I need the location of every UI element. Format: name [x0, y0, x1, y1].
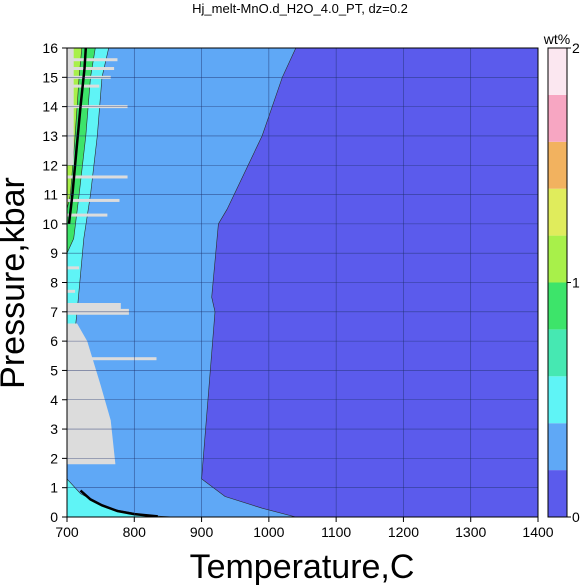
y-tick-label-13: 13: [42, 128, 58, 144]
x-tick-label-6: 1300: [455, 524, 486, 540]
y-tick-label-2: 2: [50, 450, 58, 466]
no-data-streak-6: [67, 198, 120, 202]
x-axis-title: Temperature,C: [190, 548, 415, 586]
colorbar-swatch-2: [548, 376, 567, 424]
y-tick-label-12: 12: [42, 157, 58, 173]
x-tick-label-5: 1200: [388, 524, 419, 540]
colorbar-tick-label-1: 1: [572, 275, 580, 291]
colorbar-swatch-5: [548, 235, 567, 283]
x-axis: 700 800 900 1000 1100 1200 1300 1400: [55, 517, 554, 540]
colorbar-swatch-9: [548, 48, 567, 95]
y-tick-label-3: 3: [50, 421, 58, 437]
no-data-streak-5: [67, 175, 128, 179]
y-tick-label-15: 15: [42, 69, 58, 85]
colorbar: 0 1 2: [547, 40, 580, 525]
colorbar-swatch-8: [548, 94, 567, 142]
y-tick-label-0: 0: [50, 509, 58, 525]
y-tick-label-1: 1: [50, 480, 58, 496]
x-tick-label-1: 800: [123, 524, 147, 540]
x-tick-label-7: 1400: [522, 524, 553, 540]
y-tick-label-14: 14: [42, 99, 58, 115]
no-data-streak-9: [67, 289, 76, 293]
y-axis-title: Pressure,kbar: [0, 177, 32, 389]
no-data-streak-10: [83, 357, 157, 361]
colorbar-label: wt%: [543, 31, 570, 47]
y-tick-label-10: 10: [42, 216, 58, 232]
y-tick-label-9: 9: [50, 245, 58, 261]
colorbar-swatch-0: [548, 470, 567, 517]
colorbar-swatch-6: [548, 188, 567, 236]
dark-streak-0: [67, 48, 88, 225]
no-data-region-1: [67, 303, 129, 315]
colorbar-swatch-1: [548, 423, 567, 471]
x-tick-label-3: 1000: [253, 524, 284, 540]
y-tick-label-7: 7: [50, 304, 58, 320]
no-data-streak-1: [67, 67, 115, 71]
y-tick-label-16: 16: [42, 40, 58, 56]
y-tick-label-6: 6: [50, 333, 58, 349]
x-tick-label-2: 900: [190, 524, 214, 540]
y-tick-label-8: 8: [50, 275, 58, 291]
x-tick-label-0: 700: [55, 524, 79, 540]
y-tick-label-4: 4: [50, 392, 58, 408]
x-tick-label-4: 1100: [321, 524, 351, 540]
no-data-streak-8: [67, 266, 80, 270]
colorbar-swatch-4: [548, 282, 567, 330]
y-tick-label-5: 5: [50, 362, 58, 378]
no-data-streak-7: [67, 213, 108, 217]
colorbar-swatch-3: [548, 329, 567, 377]
no-data-streak-0: [67, 58, 118, 62]
colorbar-tick-label-0: 0: [572, 509, 580, 525]
y-tick-label-11: 11: [43, 187, 58, 203]
colorbar-tick-label-2: 2: [572, 40, 580, 56]
dark-streak-1: [79, 489, 158, 517]
colorbar-swatch-7: [548, 141, 567, 189]
chart-title: Hj_melt-MnO.d_H2O_4.0_PT, dz=0.2: [192, 1, 408, 16]
